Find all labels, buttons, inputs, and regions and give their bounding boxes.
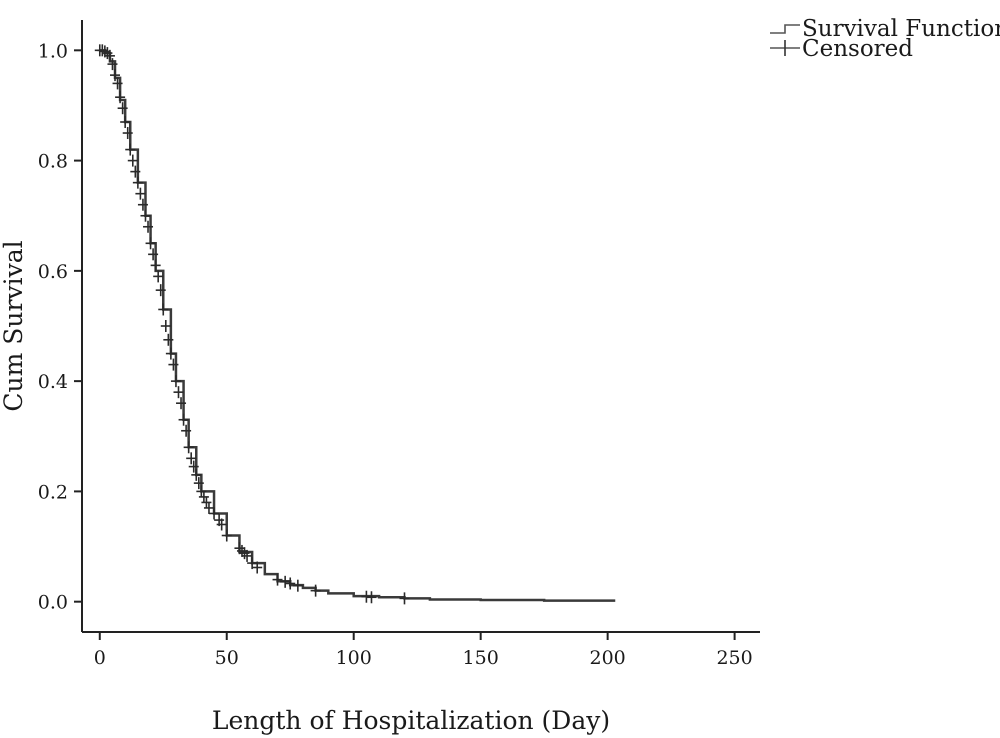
x-tick-label: 200 xyxy=(590,647,626,669)
censored-mark xyxy=(155,284,166,297)
censored-mark xyxy=(127,154,138,167)
censored-mark xyxy=(181,424,192,437)
y-tick-label: 0.0 xyxy=(38,592,68,614)
ticks: 0 50 100 150 200 250 0.0 0.2 0.4 0.6 0.8 1.0 xyxy=(38,40,753,669)
y-tick-label: 0.6 xyxy=(38,261,68,283)
censored-mark xyxy=(132,176,143,189)
censored-mark xyxy=(160,320,171,332)
censored-mark xyxy=(209,507,220,520)
legend-item-censored: Censored xyxy=(770,36,913,62)
legend-item-survival-function: Survival Function xyxy=(770,16,1000,42)
y-axis-title: Cum Survival xyxy=(0,240,28,411)
censored-mark xyxy=(140,209,151,222)
legend-label-survival-function: Survival Function xyxy=(802,16,1000,42)
censored-mark xyxy=(203,501,214,514)
censored-mark xyxy=(115,91,126,104)
censored-mark xyxy=(122,127,133,140)
censored-mark xyxy=(201,496,212,509)
censored-mark xyxy=(150,259,161,272)
censored-mark xyxy=(145,237,156,250)
censored-mark xyxy=(130,165,141,178)
censored-mark xyxy=(176,397,187,410)
y-tick-label: 0.4 xyxy=(38,371,68,393)
y-tick-label: 1.0 xyxy=(38,40,68,62)
censored-mark xyxy=(110,69,121,82)
y-tick-label: 0.8 xyxy=(38,151,68,173)
x-tick-label: 0 xyxy=(94,647,106,669)
censored-mark xyxy=(216,518,227,531)
censored-mark xyxy=(186,452,197,465)
survival-function-line xyxy=(99,49,616,602)
censored-mark xyxy=(247,557,258,570)
legend: Survival Function Censored xyxy=(770,16,1000,62)
censored-mark xyxy=(135,187,146,200)
censored-mark xyxy=(252,561,263,574)
censored-mark xyxy=(153,270,164,283)
x-tick-label: 100 xyxy=(336,647,372,669)
x-tick-label: 50 xyxy=(215,647,239,669)
censored-mark xyxy=(183,441,194,454)
censored-mark xyxy=(158,303,169,316)
censored-mark xyxy=(104,49,115,62)
censored-mark xyxy=(198,490,209,503)
censored-mark xyxy=(193,477,204,490)
censored-mark xyxy=(285,577,296,590)
censored-mark xyxy=(280,575,291,588)
censored-mark xyxy=(165,347,176,360)
censored-mark xyxy=(178,413,189,426)
censored-mark xyxy=(112,77,123,90)
censored-mark xyxy=(163,333,174,346)
censored-mark xyxy=(137,198,148,211)
censored-mark xyxy=(143,220,154,233)
x-axis-title: Length of Hospitalization (Day) xyxy=(212,706,610,735)
plot-area xyxy=(94,44,616,605)
x-tick-label: 250 xyxy=(716,647,752,669)
censored-mark xyxy=(107,58,118,71)
censored-mark xyxy=(188,460,199,473)
censored-mark xyxy=(272,573,283,586)
censored-mark xyxy=(97,44,108,57)
legend-label-censored: Censored xyxy=(802,36,913,62)
censored-mark xyxy=(173,386,184,399)
censored-mark xyxy=(117,102,128,115)
censored-mark xyxy=(242,549,253,562)
censored-mark xyxy=(399,592,410,605)
censored-mark xyxy=(292,579,303,592)
censored-mark xyxy=(191,468,202,481)
censored-mark xyxy=(120,116,131,128)
censored-mark xyxy=(221,529,232,542)
censored-mark xyxy=(168,358,179,371)
censored-mark xyxy=(366,591,377,604)
censored-mark xyxy=(196,485,207,498)
censored-mark xyxy=(310,584,321,597)
y-tick-label: 0.2 xyxy=(38,481,68,503)
censored-mark xyxy=(148,248,159,261)
legend-step-line-icon xyxy=(770,24,800,34)
axes xyxy=(81,20,760,633)
x-tick-label: 150 xyxy=(463,647,499,669)
censored-mark xyxy=(170,375,181,388)
censored-mark xyxy=(125,143,136,156)
